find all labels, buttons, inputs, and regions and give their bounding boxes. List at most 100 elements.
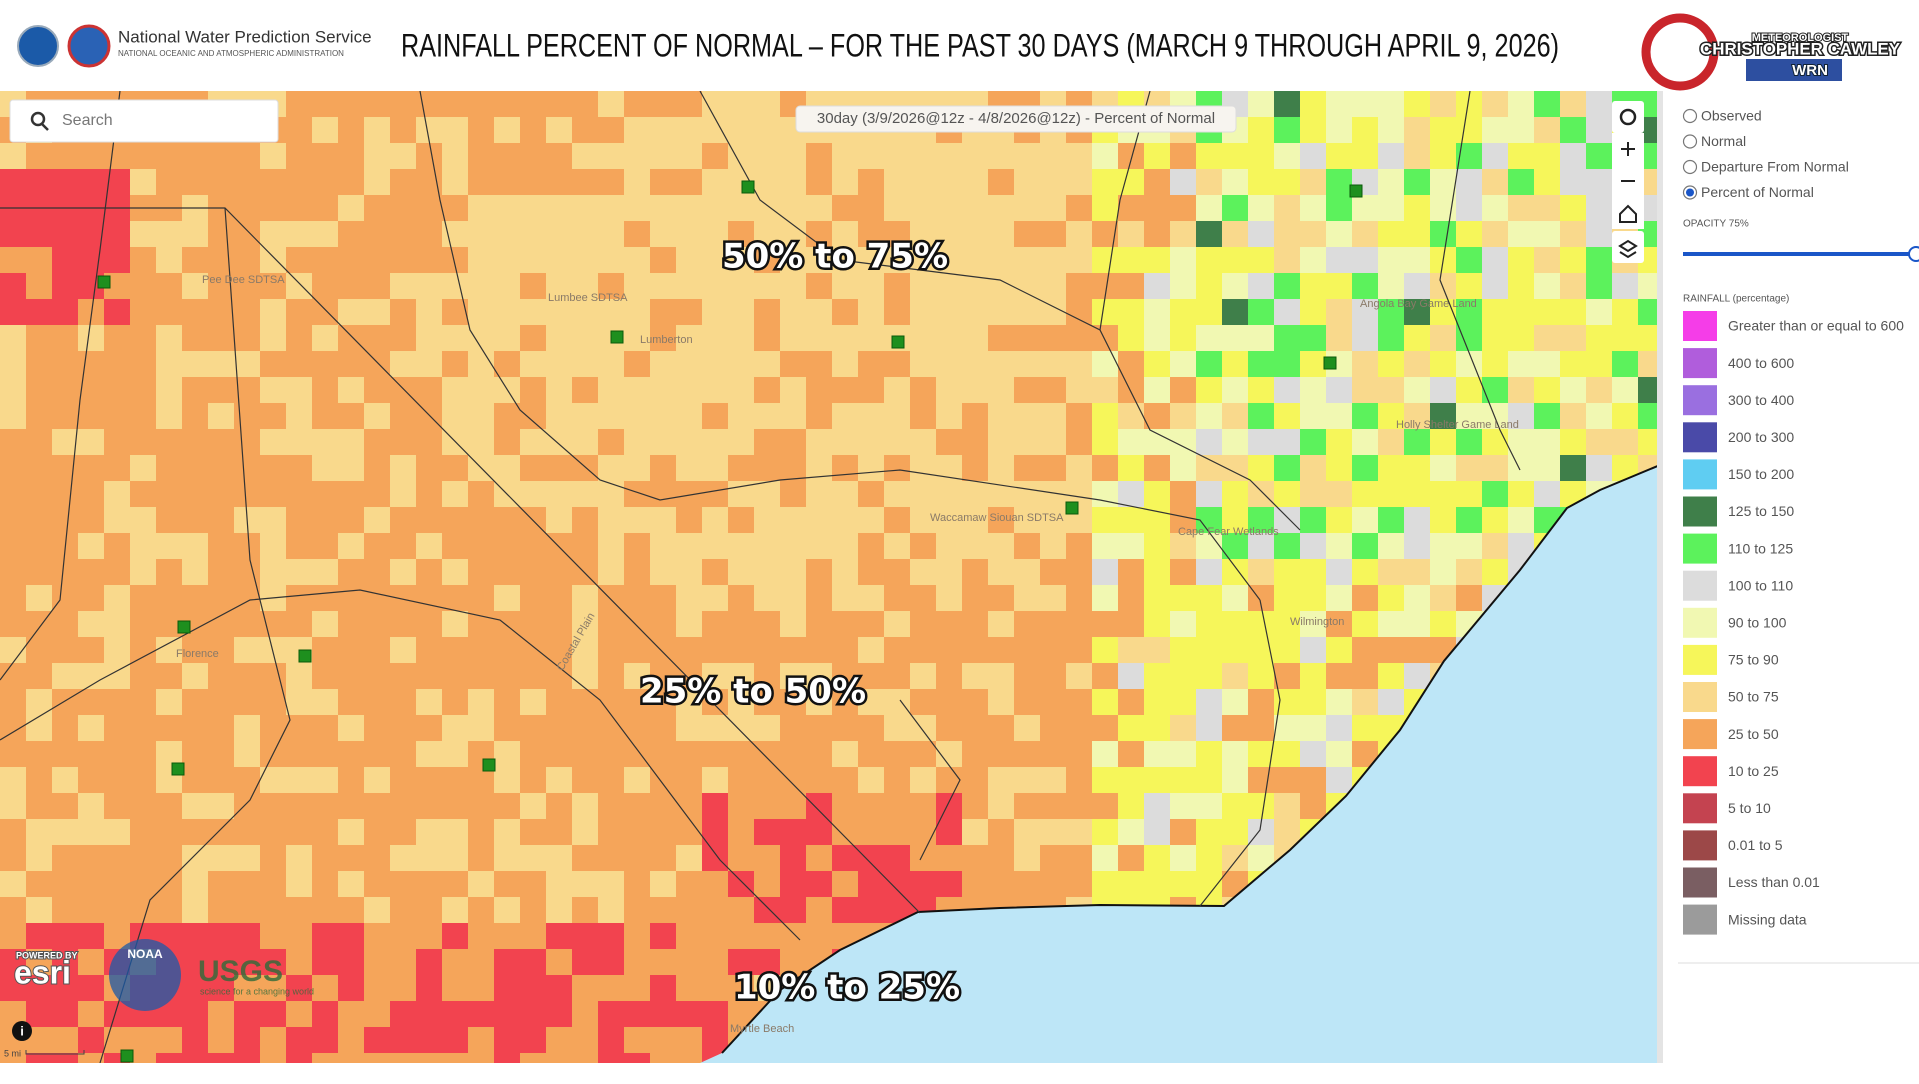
grid-cell	[1222, 767, 1248, 793]
grid-cell	[312, 117, 338, 143]
grid-cell	[832, 845, 858, 871]
grid-cell	[286, 663, 312, 689]
grid-cell	[1430, 91, 1456, 117]
radio-button[interactable]	[1682, 134, 1698, 149]
info-button[interactable]	[12, 1021, 32, 1041]
radio-label[interactable]: Departure From Normal	[1701, 159, 1849, 175]
grid-cell	[1144, 767, 1170, 793]
station	[97, 275, 111, 289]
grid-cell	[1040, 819, 1066, 845]
grid-cell	[1196, 533, 1222, 559]
grid-cell	[1456, 429, 1482, 455]
legend-label: 100 to 110	[1728, 577, 1793, 593]
grid-cell	[1326, 377, 1352, 403]
grid-cell	[1118, 481, 1144, 507]
grid-cell	[1014, 845, 1040, 871]
grid-cell	[1196, 585, 1222, 611]
grid-cell	[910, 507, 936, 533]
grid-cell	[442, 169, 468, 195]
grid-cell	[26, 585, 52, 611]
grid-cell	[520, 247, 546, 273]
grid-cell	[1066, 247, 1092, 273]
grid-cell	[1196, 663, 1222, 689]
grid-cell	[1014, 247, 1040, 273]
grid-cell	[1482, 481, 1508, 507]
radio-label[interactable]: Normal	[1701, 133, 1746, 149]
grid-cell	[988, 767, 1014, 793]
grid-cell	[884, 403, 910, 429]
grid-cell	[936, 793, 962, 819]
grid-cell	[0, 351, 26, 377]
grid-cell	[104, 247, 130, 273]
radio-button[interactable]	[1682, 159, 1698, 175]
grid-cell	[780, 169, 806, 195]
grid-cell	[1014, 195, 1040, 221]
grid-cell	[1560, 273, 1586, 299]
grid-cell	[676, 351, 702, 377]
grid-cell	[130, 559, 156, 585]
grid-cell	[104, 637, 130, 663]
grid-cell	[858, 845, 884, 871]
grid-cell	[1378, 585, 1404, 611]
grid-cell	[1352, 221, 1378, 247]
grid-cell	[754, 949, 780, 975]
grid-cell	[78, 923, 104, 949]
grid-cell	[442, 481, 468, 507]
place-label: Cape Fear Wetlands	[1178, 526, 1279, 538]
grid-cell	[1560, 221, 1586, 247]
layers-button[interactable]	[1612, 231, 1644, 263]
home-button[interactable]	[1612, 197, 1644, 229]
grid-cell	[1144, 247, 1170, 273]
grid-cell	[520, 429, 546, 455]
grid-cell	[884, 689, 910, 715]
grid-cell	[156, 689, 182, 715]
grid-cell	[910, 351, 936, 377]
grid-cell	[1352, 247, 1378, 273]
grid-cell	[1248, 507, 1274, 533]
grid-cell	[442, 1027, 468, 1053]
grid-cell	[1274, 325, 1300, 351]
grid-cell	[338, 377, 364, 403]
grid-cell	[1456, 559, 1482, 585]
grid-cell	[702, 195, 728, 221]
search-box[interactable]	[9, 99, 279, 143]
grid-cell	[624, 403, 650, 429]
grid-cell	[962, 325, 988, 351]
grid-cell	[1482, 247, 1508, 273]
grid-cell	[1196, 143, 1222, 169]
grid-cell	[520, 1001, 546, 1027]
map[interactable]: Pee Dee SDTSA Lumbee SDTSA Lumberton Floren…	[0, 91, 1664, 1079]
grid-cell	[364, 1027, 390, 1053]
grid-cell	[936, 221, 962, 247]
grid-cell	[1118, 637, 1144, 663]
grid-cell	[1326, 455, 1352, 481]
search-placeholder[interactable]: Search	[62, 112, 113, 129]
grid-cell	[806, 299, 832, 325]
grid-cell	[208, 793, 234, 819]
grid-cell	[234, 741, 260, 767]
grid-cell	[1222, 637, 1248, 663]
radio-label[interactable]: Percent of Normal	[1701, 184, 1814, 200]
grid-cell	[520, 845, 546, 871]
grid-cell	[832, 585, 858, 611]
grid-cell	[546, 975, 572, 1001]
grid-cell	[104, 221, 130, 247]
grid-cell	[1482, 455, 1508, 481]
grid-cell	[52, 299, 78, 325]
locate-button[interactable]	[1612, 101, 1644, 133]
grid-cell	[1612, 351, 1638, 377]
grid-cell	[1196, 195, 1222, 221]
grid-cell	[1118, 377, 1144, 403]
radio-button[interactable]	[1682, 108, 1698, 124]
grid-cell	[1170, 403, 1196, 429]
grid-cell	[390, 351, 416, 377]
grid-cell	[1222, 845, 1248, 871]
grid-cell	[702, 533, 728, 559]
grid-cell	[1300, 299, 1326, 325]
slider-handle[interactable]	[1908, 246, 1919, 262]
grid-cell	[520, 975, 546, 1001]
grid-cell	[1586, 169, 1612, 195]
radio-label[interactable]: Observed	[1701, 108, 1762, 124]
grid-cell	[156, 1053, 182, 1063]
grid-cell	[494, 767, 520, 793]
